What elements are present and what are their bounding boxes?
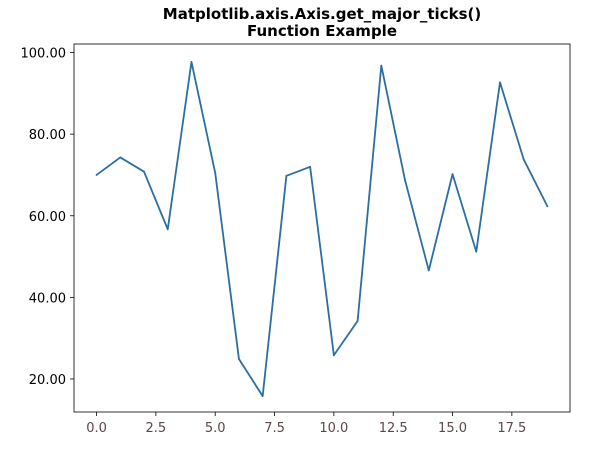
data-point xyxy=(166,228,169,231)
data-point xyxy=(309,165,312,168)
chart-title-line-2: Function Example xyxy=(247,22,397,40)
y-tick-label: 40.00 xyxy=(29,291,66,306)
data-point xyxy=(214,172,217,174)
data-point xyxy=(190,61,193,63)
data-point xyxy=(143,170,145,173)
chart-title-line-1: Matplotlib.axis.Axis.get_major_ticks() xyxy=(163,5,481,23)
x-tick-label: 10.0 xyxy=(319,421,348,436)
x-tick-label: 17.5 xyxy=(497,421,526,436)
y-tick-label: 80.00 xyxy=(29,128,66,143)
x-tick-label: 2.5 xyxy=(146,421,167,436)
series-layer xyxy=(95,61,549,397)
y-axis: 20.00 40.00 60.00 80.00 100.00 xyxy=(21,47,74,388)
data-point xyxy=(261,395,264,397)
y-tick-label: 100.00 xyxy=(21,47,67,62)
x-axis: 0.0 2.5 5.0 7.5 10.0 12.5 15.0 17.5 xyxy=(86,412,526,436)
data-point xyxy=(499,81,501,84)
data-point xyxy=(522,158,525,161)
y-tick-label: 60.00 xyxy=(29,210,66,225)
y-tick-label: 20.00 xyxy=(29,373,66,388)
data-point xyxy=(404,179,406,182)
data-point xyxy=(546,205,549,208)
x-tick-label: 12.5 xyxy=(379,421,408,436)
x-tick-label: 0.0 xyxy=(86,421,107,436)
data-point xyxy=(95,174,98,176)
x-tick-label: 15.0 xyxy=(438,421,467,436)
data-point xyxy=(285,174,288,177)
plot-area xyxy=(73,43,571,413)
data-point xyxy=(356,320,359,322)
data-point xyxy=(427,269,430,272)
data-point xyxy=(238,358,240,360)
x-tick-label: 7.5 xyxy=(264,421,285,436)
x-tick-label: 5.0 xyxy=(205,421,226,436)
data-point xyxy=(451,173,454,176)
series-line xyxy=(96,61,549,397)
data-point xyxy=(332,354,335,357)
data-point xyxy=(475,250,478,253)
data-point xyxy=(380,64,383,67)
data-point xyxy=(119,156,122,159)
